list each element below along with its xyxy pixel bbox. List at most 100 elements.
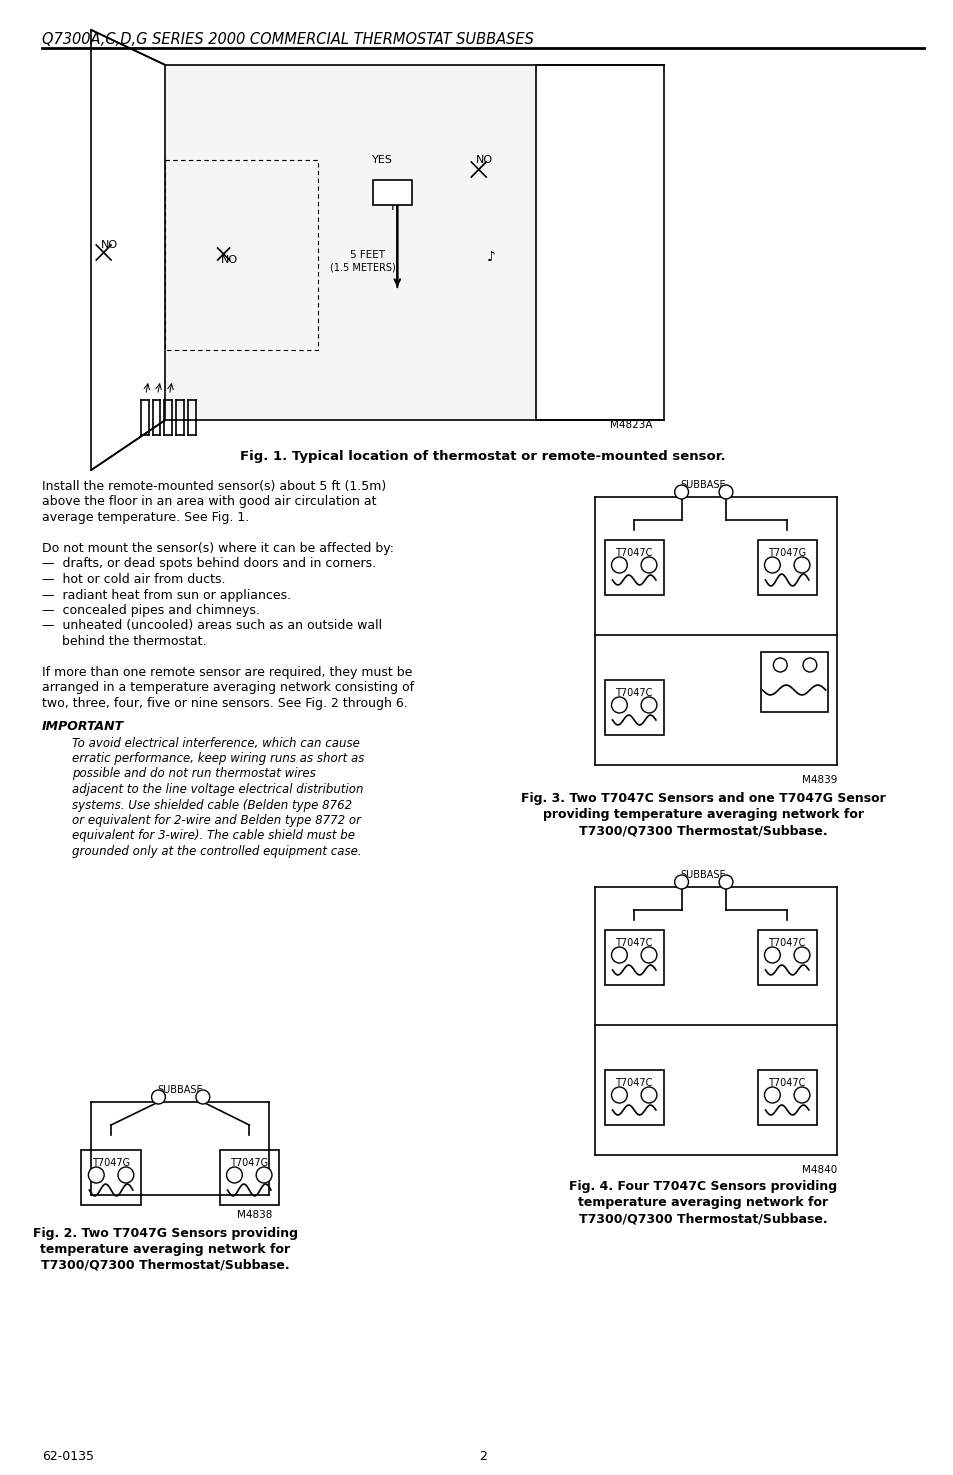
Circle shape [719, 485, 732, 499]
Circle shape [152, 1090, 165, 1103]
Text: Fig. 1. Typical location of thermostat or remote-mounted sensor.: Fig. 1. Typical location of thermostat o… [240, 450, 725, 463]
Circle shape [719, 875, 732, 889]
Text: temperature averaging network for: temperature averaging network for [578, 1196, 827, 1210]
Text: —  drafts, or dead spots behind doors and in corners.: — drafts, or dead spots behind doors and… [42, 558, 375, 571]
Text: T7047C: T7047C [768, 938, 805, 948]
Bar [604, 1069, 663, 1125]
Text: T7047C: T7047C [615, 549, 652, 558]
Text: Fig. 4. Four T7047C Sensors providing: Fig. 4. Four T7047C Sensors providing [569, 1180, 837, 1193]
Text: T7047C: T7047C [768, 1078, 805, 1089]
Text: T7047C: T7047C [615, 687, 652, 698]
Bar [604, 540, 663, 594]
Text: T: T [616, 562, 621, 571]
Text: equivalent for 3-wire). The cable shield must be: equivalent for 3-wire). The cable shield… [71, 829, 355, 842]
Text: T: T [722, 490, 728, 499]
Text: T: T [261, 1173, 267, 1181]
Text: providing temperature averaging network for: providing temperature averaging network … [542, 808, 862, 822]
Circle shape [195, 1090, 210, 1103]
Text: or equivalent for 2-wire and Belden type 8772 or: or equivalent for 2-wire and Belden type… [71, 814, 360, 827]
Bar [219, 1150, 278, 1205]
Text: NO: NO [101, 240, 118, 249]
Text: Q7300A,C,D,G SERIES 2000 COMMERCIAL THERMOSTAT SUBBASES: Q7300A,C,D,G SERIES 2000 COMMERCIAL THER… [42, 32, 534, 47]
Text: average temperature. See Fig. 1.: average temperature. See Fig. 1. [42, 510, 249, 524]
Circle shape [802, 658, 816, 673]
Text: —  unheated (uncooled) areas such as an outside wall: — unheated (uncooled) areas such as an o… [42, 620, 382, 633]
Text: Install the remote-mounted sensor(s) about 5 ft (1.5m): Install the remote-mounted sensor(s) abo… [42, 479, 386, 493]
Text: M4823A: M4823A [609, 420, 651, 431]
Text: 2: 2 [478, 1450, 487, 1463]
Text: T: T [200, 1094, 205, 1103]
Bar [757, 1069, 816, 1125]
Text: arranged in a temperature averaging network consisting of: arranged in a temperature averaging netw… [42, 681, 414, 695]
Text: T: T [679, 490, 683, 499]
Circle shape [793, 558, 809, 572]
Text: temperature averaging network for: temperature averaging network for [40, 1243, 290, 1257]
Text: M4839: M4839 [801, 774, 837, 785]
Text: SUBBASE: SUBBASE [679, 870, 725, 881]
Text: T7047C: T7047C [615, 938, 652, 948]
Text: Fig. 3. Two T7047C Sensors and one T7047G Sensor: Fig. 3. Two T7047C Sensors and one T7047… [520, 792, 884, 805]
Text: T: T [616, 951, 621, 962]
Bar [604, 931, 663, 985]
Circle shape [118, 1167, 133, 1183]
Text: T: T [645, 562, 651, 571]
Circle shape [763, 1087, 780, 1103]
Circle shape [611, 558, 627, 572]
Text: grounded only at the controlled equipment case.: grounded only at the controlled equipmen… [71, 845, 361, 858]
Text: T: T [769, 951, 774, 962]
Text: T7300/Q7300 Thermostat/Subbase.: T7300/Q7300 Thermostat/Subbase. [578, 1212, 827, 1226]
Circle shape [89, 1167, 104, 1183]
Text: behind the thermostat.: behind the thermostat. [42, 636, 206, 648]
Polygon shape [91, 420, 663, 471]
Text: T: T [93, 1173, 99, 1181]
Circle shape [793, 947, 809, 963]
Bar [757, 540, 816, 594]
Circle shape [640, 947, 657, 963]
Text: T: T [645, 951, 651, 962]
Text: T: T [645, 702, 651, 711]
Text: T: T [679, 879, 683, 888]
Circle shape [763, 947, 780, 963]
Text: NO: NO [476, 155, 493, 165]
Text: above the floor in an area with good air circulation at: above the floor in an area with good air… [42, 496, 376, 509]
Text: T: T [616, 702, 621, 711]
Circle shape [611, 1087, 627, 1103]
Text: T: T [232, 1173, 237, 1181]
Circle shape [674, 875, 688, 889]
Text: SUBBASE: SUBBASE [157, 1086, 203, 1094]
Text: If more than one remote sensor are required, they must be: If more than one remote sensor are requi… [42, 667, 412, 678]
Text: T: T [769, 1092, 774, 1100]
Text: T: T [799, 1092, 803, 1100]
Text: —  hot or cold air from ducts.: — hot or cold air from ducts. [42, 572, 225, 586]
Circle shape [226, 1167, 242, 1183]
Text: Do not mount the sensor(s) where it can be affected by:: Do not mount the sensor(s) where it can … [42, 541, 394, 555]
Text: IMPORTANT: IMPORTANT [42, 720, 124, 733]
Text: erratic performance, keep wiring runs as short as: erratic performance, keep wiring runs as… [71, 752, 364, 766]
Text: T7300/Q7300 Thermostat/Subbase.: T7300/Q7300 Thermostat/Subbase. [41, 1260, 290, 1271]
Circle shape [640, 558, 657, 572]
Polygon shape [165, 65, 535, 420]
Text: T: T [155, 1094, 161, 1103]
Text: T7047G: T7047G [230, 1158, 268, 1168]
Text: possible and do not run thermostat wires: possible and do not run thermostat wires [71, 767, 315, 780]
Text: T7047C: T7047C [615, 1078, 652, 1089]
Circle shape [793, 1087, 809, 1103]
Text: T: T [645, 1092, 651, 1100]
Text: T: T [806, 662, 812, 671]
Text: 62-0135: 62-0135 [42, 1450, 94, 1463]
Text: YES: YES [372, 155, 393, 165]
Bar [373, 180, 412, 205]
Text: adjacent to the line voltage electrical distribution: adjacent to the line voltage electrical … [71, 783, 363, 796]
Text: T: T [616, 1092, 621, 1100]
Text: To avoid electrical interference, which can cause: To avoid electrical interference, which … [71, 736, 359, 749]
Bar [604, 680, 663, 735]
Text: T: T [388, 201, 395, 212]
Text: T: T [799, 951, 803, 962]
Text: T7300/Q7300 Thermostat/Subbase.: T7300/Q7300 Thermostat/Subbase. [578, 825, 827, 836]
Circle shape [611, 698, 627, 712]
Circle shape [640, 1087, 657, 1103]
Text: SUBBASE: SUBBASE [679, 479, 725, 490]
Text: NO: NO [221, 255, 238, 266]
Bar [757, 931, 816, 985]
Text: two, three, four, five or nine sensors. See Fig. 2 through 6.: two, three, four, five or nine sensors. … [42, 698, 407, 709]
